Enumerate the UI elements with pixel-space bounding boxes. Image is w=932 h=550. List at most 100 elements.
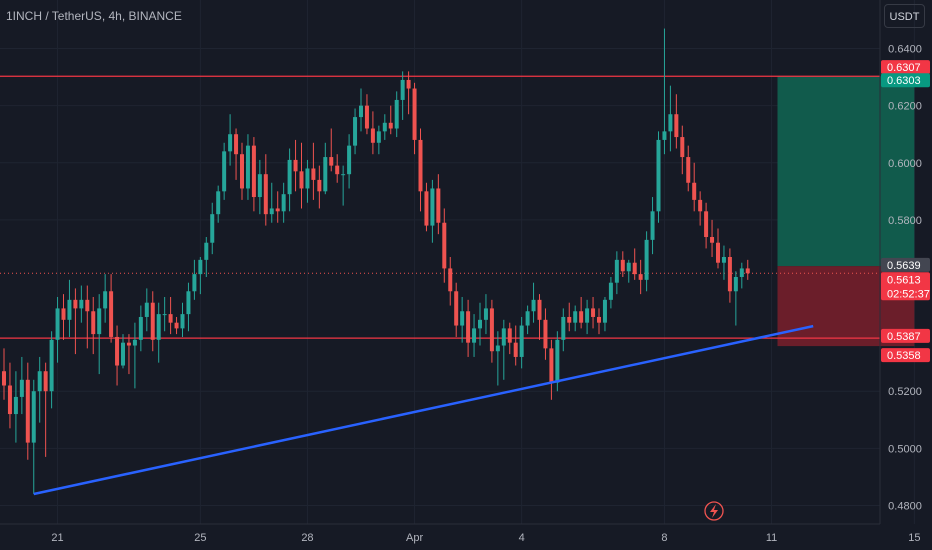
candle[interactable] [281, 194, 286, 212]
candle[interactable] [602, 299, 607, 323]
candle[interactable] [394, 99, 399, 129]
candle[interactable] [115, 336, 120, 366]
candle[interactable] [662, 131, 667, 140]
candle[interactable] [716, 242, 720, 263]
candle[interactable] [31, 391, 36, 443]
candle[interactable] [25, 379, 30, 443]
candle[interactable] [13, 396, 18, 415]
candle[interactable] [489, 308, 494, 352]
candle[interactable] [626, 262, 631, 272]
candle[interactable] [721, 257, 726, 263]
candle[interactable] [466, 311, 471, 343]
candle[interactable] [359, 105, 363, 118]
candle[interactable] [638, 274, 643, 280]
candle[interactable] [156, 314, 161, 340]
candle[interactable] [364, 105, 369, 129]
candle[interactable] [561, 316, 566, 340]
candle[interactable] [192, 274, 197, 292]
candle[interactable] [228, 134, 233, 152]
candle[interactable] [180, 314, 185, 329]
candle[interactable] [519, 325, 524, 357]
candle[interactable] [650, 211, 655, 240]
candle[interactable] [620, 259, 625, 272]
candle[interactable] [531, 299, 536, 312]
candle[interactable] [97, 308, 102, 335]
candle[interactable] [448, 268, 453, 292]
candle[interactable] [299, 171, 304, 189]
candle[interactable] [240, 154, 244, 189]
candle[interactable] [245, 145, 250, 189]
candle[interactable] [2, 371, 6, 386]
candle[interactable] [210, 214, 215, 243]
candle[interactable] [329, 157, 334, 166]
candle[interactable] [668, 114, 673, 132]
candle[interactable] [251, 145, 256, 198]
candle[interactable] [168, 314, 173, 323]
candle[interactable] [353, 117, 358, 146]
lightning-icon[interactable] [704, 501, 724, 521]
candle[interactable] [656, 139, 661, 212]
candle[interactable] [19, 379, 24, 397]
candle[interactable] [347, 145, 352, 175]
candle[interactable] [162, 314, 167, 316]
candle[interactable] [335, 165, 340, 175]
candle[interactable] [234, 134, 239, 155]
candle[interactable] [311, 168, 316, 180]
candle[interactable] [61, 308, 66, 320]
candle[interactable] [537, 299, 542, 320]
candle[interactable] [507, 328, 512, 343]
candle[interactable] [704, 211, 709, 238]
candle[interactable] [79, 299, 84, 309]
candle[interactable] [424, 191, 429, 226]
candle[interactable] [293, 159, 298, 172]
candle[interactable] [204, 242, 209, 260]
candle[interactable] [144, 302, 149, 317]
candle[interactable] [597, 316, 601, 323]
candle[interactable] [323, 157, 328, 192]
candle[interactable] [7, 385, 12, 415]
candle[interactable] [37, 371, 42, 392]
candle[interactable] [43, 371, 48, 392]
candle[interactable] [269, 208, 274, 215]
candle[interactable] [710, 237, 715, 243]
candle[interactable] [733, 276, 738, 292]
candle[interactable] [341, 174, 346, 176]
candle[interactable] [573, 311, 578, 323]
candle[interactable] [739, 268, 744, 277]
candle[interactable] [49, 339, 54, 392]
candle[interactable] [460, 311, 465, 326]
candle[interactable] [591, 308, 596, 317]
candle[interactable] [501, 328, 506, 346]
candle[interactable] [430, 188, 435, 226]
candle[interactable] [370, 128, 375, 143]
candle[interactable] [686, 157, 691, 183]
candle[interactable] [257, 174, 262, 198]
candle[interactable] [317, 179, 322, 192]
candle[interactable] [436, 188, 441, 223]
candle[interactable] [608, 282, 613, 300]
candle[interactable] [454, 291, 459, 326]
candle[interactable] [85, 299, 90, 312]
candle[interactable] [132, 339, 137, 346]
candle[interactable] [103, 291, 108, 309]
candle[interactable] [406, 79, 411, 89]
candle[interactable] [126, 342, 131, 346]
candle[interactable] [579, 311, 584, 323]
candle[interactable] [121, 342, 125, 366]
candle[interactable] [674, 114, 679, 138]
candle[interactable] [472, 328, 477, 343]
target-zone[interactable] [777, 76, 915, 267]
candle[interactable] [525, 311, 530, 326]
candle[interactable] [150, 302, 155, 340]
candle[interactable] [174, 322, 179, 329]
candle[interactable] [198, 259, 203, 275]
candle[interactable] [73, 299, 78, 309]
candle[interactable] [388, 122, 393, 129]
candle[interactable] [442, 222, 447, 269]
candle[interactable] [644, 239, 649, 280]
candle[interactable] [222, 151, 227, 192]
candle[interactable] [483, 308, 488, 320]
candle[interactable] [727, 257, 732, 292]
candle[interactable] [275, 208, 280, 212]
